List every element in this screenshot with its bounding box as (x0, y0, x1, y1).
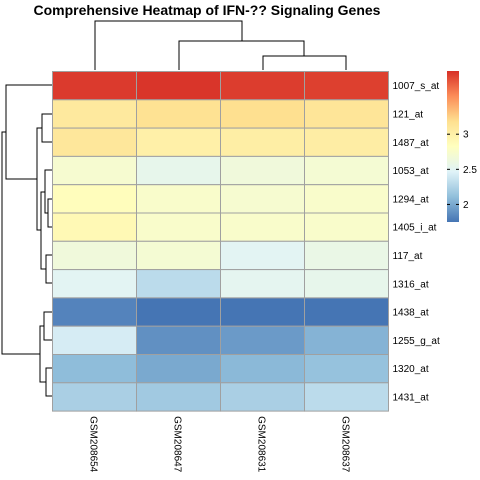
heatmap-cell (52, 354, 137, 384)
row-dendrogram-branch (39, 325, 46, 383)
heatmap-cell (136, 269, 221, 299)
heatmap-cell (136, 382, 221, 412)
heatmap-cell (304, 99, 389, 129)
heatmap-cell (136, 240, 221, 271)
heatmap-cell (52, 99, 137, 129)
row-dendrogram-branch (41, 113, 52, 143)
heatmap-cell (136, 297, 221, 327)
column-dendrogram (94, 20, 347, 70)
column-labels: GSM208654 GSM208647 GSM208631 GSM208637 (88, 416, 351, 473)
heatmap-cell (220, 184, 305, 214)
column-dendrogram-branch (94, 20, 243, 70)
row-label: 121_at (393, 109, 424, 120)
column-label: GSM208637 (340, 416, 351, 473)
chart-title: Comprehensive Heatmap of IFN-?? Signalin… (34, 2, 381, 18)
heatmap-cell (52, 127, 137, 157)
heatmap-cell (304, 382, 389, 412)
heatmap-cell (220, 269, 305, 299)
heatmap-cell (304, 240, 389, 271)
heatmap-cell (136, 99, 221, 129)
heatmap-cell (304, 71, 389, 101)
column-label: GSM208631 (256, 416, 267, 473)
heatmap-cell (52, 240, 137, 271)
heatmap-cell (136, 354, 221, 384)
heatmap-cell (220, 297, 305, 327)
heatmap-cell (52, 325, 137, 356)
row-dendrogram-branch (45, 254, 52, 284)
row-label: 1405_i_at (393, 223, 437, 234)
row-label: 117_at (393, 251, 423, 262)
row-dendrogram-branch (43, 311, 52, 341)
heatmap-cell (304, 127, 389, 157)
row-dendrogram-branch (45, 367, 52, 397)
heatmap-cell (52, 382, 137, 412)
row-dendrogram-branch (5, 84, 52, 180)
heatmap-cell (220, 127, 305, 157)
column-label: GSM208654 (88, 416, 99, 473)
row-label: 1431_at (393, 392, 429, 403)
row-dendrogram-branch (1, 131, 40, 355)
column-label: GSM208647 (172, 416, 183, 473)
heatmap-cell (136, 155, 221, 186)
heatmap-cell (52, 297, 137, 327)
heatmap-cell (220, 240, 305, 271)
heatmap-cell (220, 155, 305, 186)
heatmap-cell (136, 212, 221, 242)
row-labels: 1007_s_at 121_at 1487_at 1053_at 1294_at 1405… (393, 81, 440, 403)
heatmap-cell (136, 184, 221, 214)
legend-tick-label: 2.5 (463, 165, 477, 176)
heatmap-cell (220, 99, 305, 129)
heatmap-cell (220, 382, 305, 412)
heatmap-cells (52, 71, 389, 412)
heatmap-cell (220, 354, 305, 384)
row-label: 1053_at (393, 166, 429, 177)
row-dendrogram (1, 84, 52, 397)
row-label: 1487_at (393, 138, 429, 149)
heatmap-cell (220, 71, 305, 101)
heatmap-cell (52, 212, 137, 242)
color-legend: 22.53 (447, 71, 477, 222)
row-label: 1255_g_at (393, 336, 440, 347)
legend-ticks: 22.53 (447, 130, 477, 211)
column-dendrogram-branch (262, 55, 347, 70)
heatmap-cell (304, 325, 389, 356)
row-label: 1294_at (393, 194, 429, 205)
heatmap-cell (304, 297, 389, 327)
heatmap-cell (220, 212, 305, 242)
row-label: 1438_at (393, 308, 429, 319)
heatmap-cell (52, 71, 137, 101)
heatmap-cell (304, 269, 389, 299)
legend-colorbar (447, 71, 459, 222)
heatmap-cell (136, 325, 221, 356)
row-label: 1007_s_at (393, 81, 440, 92)
heatmap-cell (304, 354, 389, 384)
legend-tick-label: 2 (463, 200, 469, 211)
heatmap-cell (136, 71, 221, 101)
row-dendrogram-branch (47, 198, 52, 228)
heatmap-cell (52, 184, 137, 214)
heatmap-cell (304, 184, 389, 214)
row-label: 1316_at (393, 279, 429, 290)
heatmap-cell (304, 212, 389, 242)
heatmap-cell (304, 155, 389, 186)
heatmap-cell (220, 325, 305, 356)
row-label: 1320_at (393, 364, 429, 375)
heatmap-cell (52, 269, 137, 299)
heatmap-cell (136, 127, 221, 157)
legend-tick-label: 3 (463, 130, 469, 141)
heatmap-cell (52, 155, 137, 186)
